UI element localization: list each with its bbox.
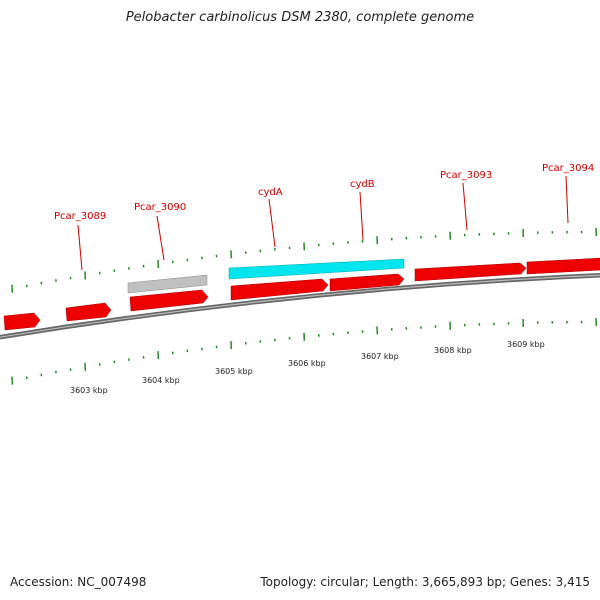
kbp-label: 3605 kbp [215, 367, 253, 376]
inner-ticks [11, 317, 598, 385]
gene-label-pcar-3094[interactable]: Pcar_3094 [542, 163, 594, 174]
accession-label: Accession: NC_007498 [10, 575, 147, 589]
kbp-label: 3609 kbp [507, 340, 545, 349]
kbp-scale-labels: 3603 kbp 3604 kbp 3605 kbp 3606 kbp 3607… [70, 340, 545, 395]
kbp-label: 3604 kbp [142, 376, 180, 385]
gene-bar-gray[interactable] [127, 274, 208, 294]
gene-label-lines [77, 175, 569, 271]
outer-ticks [11, 227, 598, 293]
leader-line [156, 215, 165, 261]
kbp-label: 3607 kbp [361, 352, 399, 361]
gene-arrow-pcar-3089[interactable] [65, 302, 112, 322]
gene-label-pcar-3093[interactable]: Pcar_3093 [440, 170, 492, 181]
kbp-label: 3608 kbp [434, 346, 472, 355]
gene-label-cydb[interactable]: cydB [350, 179, 375, 190]
gene-arrow-cydb-fwd[interactable] [329, 273, 405, 292]
gene-label-pcar-3090[interactable]: Pcar_3090 [134, 202, 186, 213]
kbp-label: 3606 kbp [288, 359, 326, 368]
gene-labels: Pcar_3089 Pcar_3090 cydA cydB Pcar_3093 … [54, 163, 594, 222]
gene-label-cyda[interactable]: cydA [258, 187, 283, 198]
gene-arrow-pcar-3094[interactable] [526, 257, 600, 275]
leader-line [268, 198, 276, 248]
gene-arrow-pcar-3093[interactable] [414, 262, 527, 282]
forward-genes [3, 257, 600, 331]
gene-arrow-pcar-3090[interactable] [129, 289, 209, 312]
gene-arrow[interactable] [3, 312, 41, 331]
leader-line [462, 182, 468, 231]
leader-line [77, 224, 83, 271]
genome-backbone-highlight [0, 274, 600, 338]
genome-title: Pelobacter carbinolicus DSM 2380, comple… [125, 10, 475, 25]
kbp-label: 3603 kbp [70, 386, 108, 395]
reverse-genes [127, 258, 405, 294]
gene-bar-cyan[interactable] [228, 258, 405, 280]
genome-summary: Topology: circular; Length: 3,665,893 bp… [260, 575, 590, 589]
gene-arrow-cyda-fwd[interactable] [230, 278, 329, 301]
leader-line [565, 175, 569, 224]
leader-line [359, 191, 364, 241]
gene-label-pcar-3089[interactable]: Pcar_3089 [54, 211, 106, 222]
